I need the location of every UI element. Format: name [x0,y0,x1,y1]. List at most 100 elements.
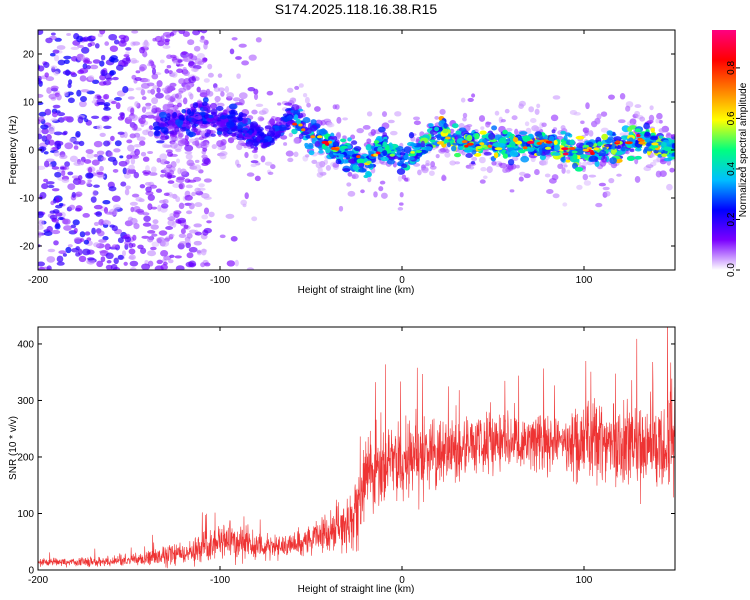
spectrogram-blob [131,59,140,64]
spectrogram-blob [246,267,255,270]
spectrogram-blob [162,45,171,49]
spectrogram-blob [253,146,258,151]
spectrogram-blob [615,140,621,144]
spectrogram-blob [203,78,210,83]
spectrogram-blob [53,240,59,246]
spectrogram-blob [370,145,376,149]
spectrogram-blob [634,128,641,133]
spectrogram-blob [386,159,396,165]
spectrogram-blob [91,35,96,40]
spectrogram-blob [61,218,69,225]
spectrogram-blob [671,152,675,157]
spectrogram-blob [551,129,556,134]
spectrogram-blob [87,257,95,261]
spectrogram-blob [397,206,404,211]
spectrogram-blob [164,68,169,74]
spectrogram-blob [219,115,227,120]
spectrogram-blob [49,52,56,57]
spectrogram-blob [238,113,248,118]
spectrogram-blob [51,111,58,118]
spectrogram-blob [135,70,141,74]
spectrogram-blob [658,119,663,124]
spectrogram-blob [217,127,226,132]
spectrogram-blob [366,160,372,164]
spectrogram-blob [66,32,72,37]
spectrogram-blob [121,57,131,65]
spectrogram-blob [164,85,173,93]
spectrogram-blob [428,123,434,128]
spectrogram-blob [552,95,561,100]
spectrogram-blob [78,255,87,263]
spectrogram-blob [552,193,560,199]
spectrogram-blob [67,97,75,104]
spectrogram-blob [44,108,52,116]
spectrogram-blob [239,98,245,106]
spectrogram-blob [56,45,66,50]
spectrogram-blob [663,146,672,152]
spectrogram-blob [202,157,210,165]
spectrogram-blob [125,51,130,55]
spectrogram-blob [63,130,68,135]
spectrogram-blob [169,233,175,237]
spectrogram-blob [178,30,186,35]
spectrogram-blob [454,152,461,158]
spectrogram-blob [166,65,172,69]
spectrogram-blob [160,135,169,141]
spectrogram-blob [107,156,117,162]
spectrogram-blob [327,140,333,144]
spectrogram-blob [208,211,215,218]
spectrogram-y-label: Frequency (Hz) [8,116,19,185]
spectrogram-blob [105,264,113,270]
spectrogram-blob [100,256,106,263]
spectrogram-blob [46,265,52,270]
spectrogram-blob [474,153,481,157]
spectrogram-blob [445,136,451,140]
spectrogram-blob [201,120,208,125]
spectrogram-blob [91,159,100,166]
spectrogram-blob [403,146,412,154]
spectrogram-blob [522,135,531,142]
spectrogram-blob [188,229,197,234]
spectrogram-blob [187,39,195,46]
spectrogram-blob [175,177,185,183]
spectrogram-blob [135,87,144,91]
spectrogram-blob [69,155,78,163]
spectrogram-blob [397,175,402,182]
spectrogram-blob [247,87,256,92]
spectrogram-blob [201,154,208,159]
spectrogram-blob [502,167,509,174]
spectrogram-blob [52,104,61,109]
spectrogram-blob [203,207,210,215]
spectrogram-blob [293,151,299,158]
spectrogram-blob [93,221,100,226]
spectrogram-blob [143,215,151,222]
spectrogram-blob [356,127,365,134]
spectrogram-blob [639,116,646,122]
spectrogram-blob [236,124,243,130]
spectrogram-blob [165,109,174,115]
spectrogram-blob [191,68,199,72]
spectrogram-blob [152,219,159,225]
spectrogram-blob [160,250,169,257]
spectrogram-blob [377,146,383,153]
spectrogram-blob [226,260,236,267]
spectrogram-blob [41,183,49,190]
spectrogram-blob [178,233,187,239]
spectrogram-blob [642,148,648,154]
spectrogram-blob [644,137,651,143]
spectrogram-blob [514,128,519,135]
spectrogram-blob [125,185,131,190]
spectrogram-blob [569,110,578,115]
spectrogram-blob [255,103,264,107]
spectrogram-blob [536,151,542,157]
spectrogram-blob [237,116,243,122]
spectrogram-blob [466,123,473,128]
spectrogram-blob [225,213,235,219]
spectrogram-blob [340,138,347,143]
spectrogram-blob [94,43,100,49]
spectrogram-blob [194,159,200,164]
spectrogram-blob [451,123,459,129]
colorbar-tick-label: 0.4 [726,162,737,176]
spectrogram-blob [156,157,162,163]
